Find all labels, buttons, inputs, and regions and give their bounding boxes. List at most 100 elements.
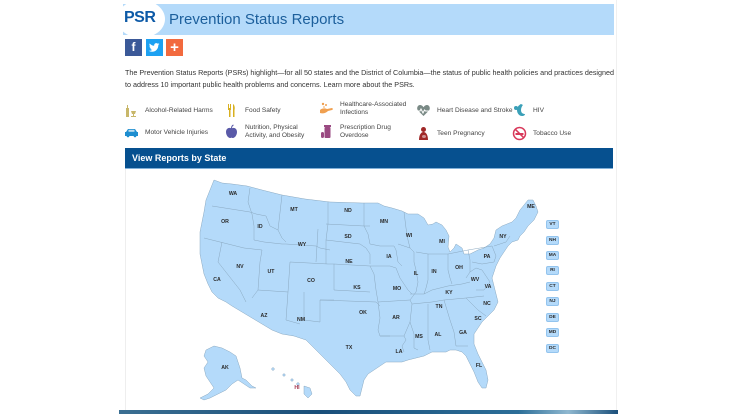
state-ok[interactable]: OK [359, 310, 367, 316]
state-tn[interactable]: TN [435, 304, 443, 310]
state-button-vt[interactable]: VT [546, 220, 559, 229]
topic-label: Prescription Drug Overdose [340, 124, 391, 139]
alcohol-icon [124, 103, 139, 118]
state-wv[interactable]: WV [470, 277, 480, 283]
topic-food-safety[interactable]: Food Safety [224, 103, 281, 118]
topic-label: Healthcare-Associated Infections [340, 101, 407, 116]
state-nd[interactable]: ND [344, 208, 352, 214]
psr-logo[interactable]: PSR [124, 9, 156, 26]
state-button-md[interactable]: MD [546, 328, 559, 337]
hawaii-island-4 [296, 382, 300, 386]
topic-heart-disease-and-stroke[interactable]: Heart Disease and Stroke [416, 103, 513, 118]
hawaii-island-1 [271, 367, 275, 371]
twitter-icon [148, 43, 160, 52]
topic-label: Motor Vehicle Injuries [145, 128, 209, 136]
topic-tobacco-use[interactable]: Tobacco Use [512, 126, 571, 141]
facebook-icon: f [131, 40, 136, 54]
map-panel [125, 169, 613, 411]
state-wi[interactable]: WI [405, 233, 413, 239]
panel-title: View Reports by State [132, 153, 227, 163]
state-sc[interactable]: SC [474, 316, 482, 322]
state-in[interactable]: IN [431, 269, 437, 275]
page-title: Prevention Status Reports [169, 11, 345, 28]
topic-label: Tobacco Use [533, 129, 572, 137]
state-ne[interactable]: NE [345, 259, 353, 265]
content-column [119, 0, 617, 414]
state-ga[interactable]: GA [459, 330, 467, 336]
topic-label: Food Safety [245, 106, 281, 114]
state-ca[interactable]: CA [213, 277, 221, 283]
state-me[interactable]: ME [527, 204, 535, 210]
state-ms[interactable]: MS [415, 334, 423, 340]
header-bar [123, 4, 614, 35]
topic-motor-vehicle-injuries[interactable]: Motor Vehicle Injuries [124, 125, 208, 140]
topic-alcohol-related-harms[interactable]: Alcohol-Related Harms [124, 103, 213, 118]
pill-bottle-icon [319, 124, 334, 139]
hawaii-island-2 [282, 373, 286, 377]
state-mi[interactable]: MI [439, 239, 445, 245]
twitter-share-button[interactable] [146, 39, 163, 56]
topic-label: Alcohol-Related Harms [145, 106, 213, 114]
state-nc[interactable]: NC [483, 301, 491, 307]
topic-healthcare-associated-infections[interactable]: Healthcare-Associated Infections [319, 101, 412, 116]
topic-prescription-drug-overdose[interactable]: Prescription Drug Overdose [319, 124, 400, 139]
state-az[interactable]: AZ [260, 313, 268, 319]
topic-nutrition-physical-activity-obesity[interactable]: Nutrition, Physical Activity, and Obesit… [224, 124, 305, 139]
state-or[interactable]: OR [221, 219, 229, 225]
state-tx[interactable]: TX [345, 345, 353, 351]
no-smoking-icon [512, 126, 527, 141]
state-al[interactable]: AL [434, 332, 442, 338]
intro-text: The Prevention Status Reports (PSRs) hig… [125, 68, 615, 89]
state-fl[interactable]: FL [475, 363, 483, 369]
topic-label: Nutrition, Physical Activity, and Obesit… [245, 124, 305, 139]
state-ky[interactable]: KY [445, 290, 453, 296]
state-ks[interactable]: KS [353, 285, 361, 291]
state-hi[interactable]: HI [294, 385, 300, 391]
bottom-banner-strip [119, 410, 618, 414]
topic-label: Teen Pregnancy [437, 129, 485, 137]
more-share-button[interactable]: + [166, 39, 183, 56]
contiguous-us-shape [199, 179, 539, 397]
state-mt[interactable]: MT [290, 207, 298, 213]
state-va[interactable]: VA [484, 284, 492, 290]
state-ia[interactable]: IA [386, 254, 392, 260]
fork-knife-icon [224, 103, 239, 118]
state-il[interactable]: IL [413, 271, 419, 277]
state-sd[interactable]: SD [344, 234, 352, 240]
apple-icon [224, 124, 239, 139]
state-button-nj[interactable]: NJ [546, 297, 559, 306]
state-mo[interactable]: MO [392, 286, 402, 292]
topic-teen-pregnancy[interactable]: Teen Pregnancy [416, 126, 485, 141]
state-button-ct[interactable]: CT [546, 282, 559, 291]
state-nv[interactable]: NV [236, 264, 244, 270]
state-ut[interactable]: UT [267, 269, 275, 275]
plus-icon: + [170, 39, 179, 56]
state-wy[interactable]: WY [297, 242, 307, 248]
hiv-icon [512, 103, 527, 118]
hawaii-big-island [303, 385, 313, 399]
state-ar[interactable]: AR [392, 315, 400, 321]
state-button-nh[interactable]: NH [546, 236, 559, 245]
state-nm[interactable]: NM [296, 317, 306, 323]
state-co[interactable]: CO [307, 278, 315, 284]
state-button-ri[interactable]: RI [546, 266, 559, 275]
facebook-share-button[interactable]: f [125, 39, 142, 56]
state-ny[interactable]: NY [499, 234, 507, 240]
state-wa[interactable]: WA [228, 191, 238, 197]
state-id[interactable]: ID [257, 224, 263, 230]
state-pa[interactable]: PA [483, 254, 491, 260]
state-button-de[interactable]: DE [546, 313, 559, 322]
state-oh[interactable]: OH [455, 265, 463, 271]
state-la[interactable]: LA [395, 349, 403, 355]
topic-hiv[interactable]: HIV [512, 103, 544, 118]
topic-label: HIV [533, 106, 544, 114]
logo-badge [117, 0, 165, 38]
teen-pregnancy-icon [416, 126, 431, 141]
view-reports-header: View Reports by State [125, 148, 613, 169]
state-mn[interactable]: MN [379, 219, 389, 225]
state-ak[interactable]: AK [221, 365, 229, 371]
state-button-dc[interactable]: DC [546, 344, 559, 353]
hawaii-island-3 [290, 378, 294, 382]
state-button-ma[interactable]: MA [546, 251, 559, 260]
